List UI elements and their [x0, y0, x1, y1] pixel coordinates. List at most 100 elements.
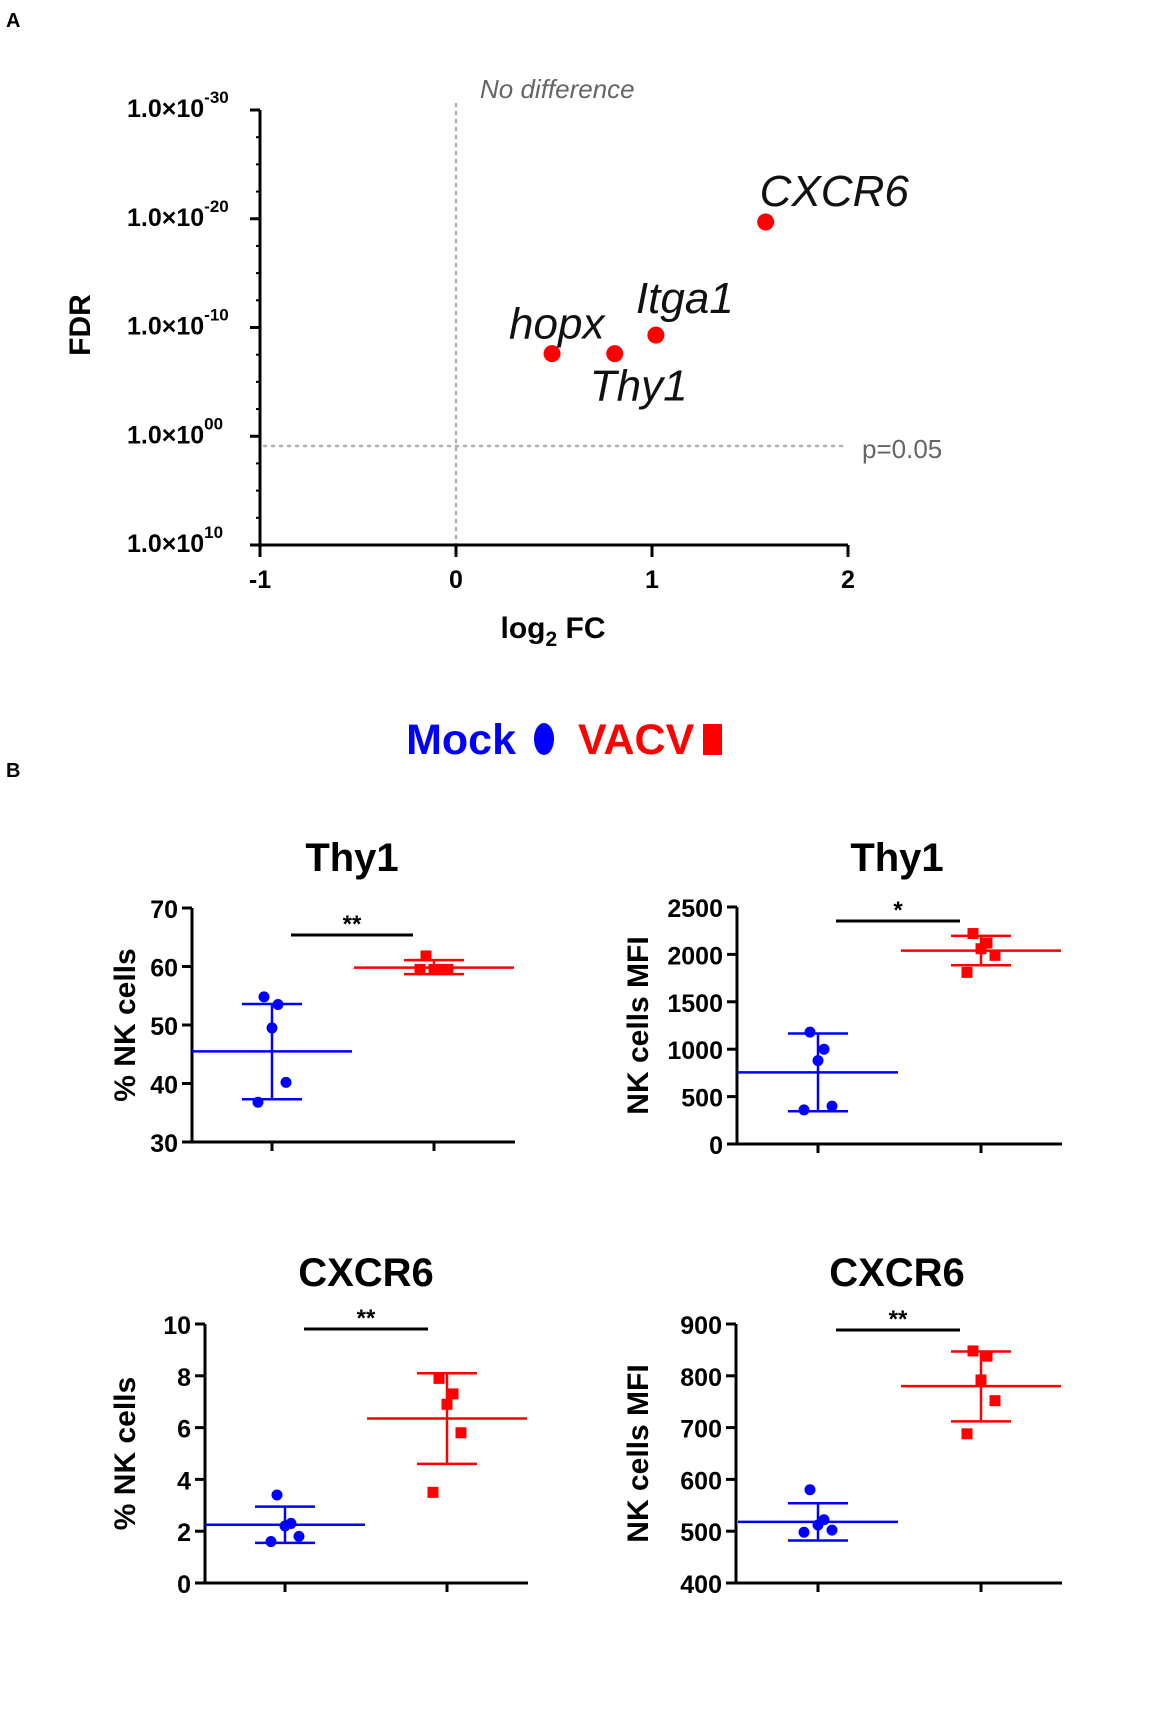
y-tick-label: 0 — [709, 1132, 723, 1160]
no-difference-label: No difference — [480, 74, 635, 104]
volcano-y-ticks: 1.0×10-30 1.0×10-20 1.0×10-10 1.0×1000 1.0×1… — [127, 88, 260, 558]
y-tick-label: 500 — [680, 1519, 722, 1547]
y-tick-label: 900 — [680, 1312, 722, 1340]
legend-mock-marker — [534, 723, 554, 755]
gene-label-hopx: hopx — [509, 300, 606, 349]
gene-point-itga1 — [647, 326, 665, 344]
y-tick-label: 500 — [681, 1085, 723, 1113]
y-tick-label: 50 — [150, 1013, 178, 1041]
vacv-data-point — [414, 963, 426, 975]
volcano-y-axis-label: FDR — [64, 294, 97, 356]
x-tick-label: 1 — [645, 566, 659, 594]
mock-data-point — [818, 1043, 830, 1055]
y-tick-label: 4 — [177, 1467, 191, 1495]
y-tick-label: 2 — [177, 1519, 191, 1547]
reference-lines: No difference p=0.05 — [262, 74, 942, 547]
mock-data-point — [271, 1489, 283, 1501]
y-axis-label: NK cells MFI — [622, 936, 655, 1114]
gene-label-cxcr6: CXCR6 — [760, 167, 910, 216]
vacv-data-point — [434, 963, 446, 975]
mock-data-point — [826, 1524, 838, 1536]
significance-label: ** — [889, 1306, 908, 1333]
y-tick-label: 10 — [163, 1312, 191, 1340]
gene-label-thy1: Thy1 — [590, 362, 688, 411]
x-tick-label: -1 — [249, 566, 271, 594]
vacv-data-point — [455, 1427, 467, 1439]
y-axis-label: % NK cells — [109, 948, 142, 1101]
vacv-data-point — [989, 949, 1001, 961]
legend: Mock VACV — [406, 716, 722, 764]
mock-data-point — [804, 1026, 816, 1038]
y-axis-label: NK cells MFI — [622, 1364, 655, 1542]
y-tick-label: 700 — [680, 1416, 722, 1444]
y-tick-label: 40 — [150, 1072, 178, 1100]
panel-a-letter: A — [6, 10, 21, 32]
volcano-points: hopx Thy1 Itga1 CXCR6 — [509, 167, 909, 411]
significance-label: ** — [343, 911, 362, 938]
y-tick-label: 60 — [150, 955, 178, 983]
mock-data-point — [804, 1484, 816, 1496]
dotplot-cxcr6-percent: CXCR6 % NK cells 0 2 4 6 8 10 ** — [109, 1251, 528, 1599]
y-tick-label: 2500 — [667, 895, 723, 923]
legend-vacv-label: VACV — [578, 716, 695, 764]
vacv-data-point — [975, 1374, 987, 1386]
y-tick-label: 70 — [150, 896, 178, 924]
mock-data-point — [812, 1055, 824, 1067]
vacv-data-point — [961, 1428, 973, 1440]
volcano-x-axis-label: log2 FC — [500, 612, 605, 651]
vacv-data-point — [442, 963, 454, 975]
y-tick-label: 2000 — [667, 942, 723, 970]
gene-point-thy1 — [606, 345, 624, 363]
y-axis-label: % NK cells — [109, 1377, 142, 1530]
vacv-data-point — [967, 928, 979, 940]
legend-vacv-marker — [703, 724, 722, 755]
vacv-data-point — [433, 1372, 445, 1384]
gene-point-cxcr6 — [757, 213, 775, 231]
vacv-data-point — [981, 937, 993, 949]
mock-data-point — [293, 1530, 305, 1542]
mock-data-point — [258, 991, 270, 1003]
y-tick-label: 1.0×1000 — [127, 414, 223, 449]
y-tick-label: 1500 — [667, 990, 723, 1018]
volcano-x-ticks: -1 0 1 2 — [249, 545, 855, 594]
vacv-data-point — [989, 1395, 1001, 1407]
vacv-data-point — [981, 1350, 993, 1362]
panel-b-letter: B — [6, 760, 21, 782]
vacv-data-point — [961, 966, 973, 978]
mock-data-point — [826, 1100, 838, 1112]
mock-data-point — [279, 1520, 291, 1532]
chart-title: CXCR6 — [829, 1251, 965, 1295]
y-tick-label: 400 — [680, 1571, 722, 1599]
vacv-data-point — [975, 943, 987, 955]
mock-data-point — [812, 1519, 824, 1531]
y-tick-label: 1.0×1010 — [127, 523, 223, 558]
vacv-data-point — [447, 1388, 459, 1400]
vacv-data-point — [441, 1398, 453, 1410]
dotplot-thy1-mfi: Thy1 NK cells MFI 0 500 1000 1500 2000 2500 * — [622, 836, 1062, 1160]
y-tick-label: 30 — [150, 1130, 178, 1158]
chart-title: Thy1 — [850, 836, 943, 880]
y-tick-label: 1000 — [667, 1037, 723, 1065]
y-tick-label: 1.0×10-10 — [127, 306, 229, 341]
mock-data-point — [266, 1022, 278, 1034]
mock-data-point — [272, 999, 284, 1011]
chart-title: CXCR6 — [298, 1251, 434, 1295]
mock-data-point — [265, 1536, 277, 1548]
y-tick-label: 0 — [177, 1571, 191, 1599]
y-tick-label: 1.0×10-20 — [127, 197, 229, 232]
y-tick-label: 600 — [680, 1467, 722, 1495]
significance-threshold-label: p=0.05 — [862, 434, 942, 464]
significance-label: * — [893, 897, 903, 924]
vacv-data-point — [427, 1486, 439, 1498]
x-tick-label: 0 — [449, 566, 463, 594]
y-tick-label: 6 — [177, 1416, 191, 1444]
mock-data-point — [798, 1104, 810, 1116]
x-tick-label: 2 — [841, 566, 855, 594]
y-tick-label: 800 — [680, 1364, 722, 1392]
significance-label: ** — [357, 1305, 376, 1332]
y-tick-label: 1.0×10-30 — [127, 88, 229, 123]
mock-data-point — [798, 1526, 810, 1538]
gene-point-hopx — [543, 345, 561, 363]
mock-data-point — [280, 1076, 292, 1088]
